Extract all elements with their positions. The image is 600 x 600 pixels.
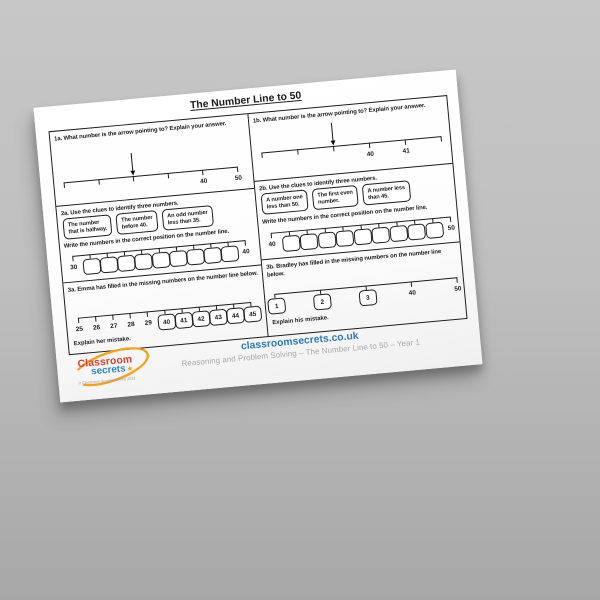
arrow-down-icon	[128, 152, 137, 177]
worksheet-left-column: 1a. What number is the arrow pointing to…	[49, 114, 269, 355]
numberline-tick	[456, 277, 458, 283]
numberline-empty-box	[353, 228, 373, 246]
clue-box: The number before 40.	[115, 210, 159, 235]
worksheet-page: The Number Line to 50 1a. What number is…	[33, 69, 483, 403]
numberline-filled-box: 43	[208, 308, 228, 326]
numberline-filled-box: 41	[174, 311, 194, 330]
numberline-label: 40	[408, 288, 417, 297]
numberline-empty-box	[389, 224, 409, 243]
numberline-empty-box	[406, 223, 427, 241]
numberline-label: 50	[234, 173, 243, 182]
numberline-empty-box	[203, 246, 223, 265]
numberline-label: 30	[69, 262, 78, 271]
numberline-3a: 25 26 27 28 29 40 41 42 43 44 45	[75, 301, 263, 333]
numberline-filled-box: 1	[267, 297, 287, 315]
clue-box: A number one less than 50.	[260, 189, 309, 215]
numberline-label: 40	[366, 149, 375, 158]
clue-box: A number less than 45.	[361, 180, 412, 206]
numberline-empty-box	[185, 248, 205, 266]
numberline-tick	[236, 166, 239, 173]
numberline-label: 50	[453, 284, 462, 293]
arrow-down-icon	[328, 122, 337, 147]
numberline-filled-box: 2	[312, 293, 332, 311]
numberline-label: 41	[402, 146, 411, 155]
numberline-tick	[449, 216, 452, 222]
numberline-empty-box	[116, 254, 137, 272]
clue-box: An odd number less than 35.	[161, 205, 214, 231]
numberline-filled-box: 40	[157, 313, 177, 331]
numberline-empty-box	[371, 226, 391, 244]
numberline-filled-box: 3	[358, 289, 378, 307]
numberline-tick	[440, 136, 442, 142]
numberline-empty-box	[299, 233, 319, 251]
numberline-label: 40	[242, 247, 250, 256]
numberline-empty-box	[151, 251, 171, 269]
numberline-filled-box: 44	[225, 307, 246, 325]
numberline-empty-box	[317, 231, 337, 249]
numberline-1a: 40 50	[63, 152, 242, 188]
star-icon: ★	[126, 364, 134, 374]
numberline-3b: 1 2 3 40 50	[267, 277, 462, 315]
numberline-empty-box	[134, 253, 154, 271]
numberline-empty-box	[281, 234, 301, 253]
explain-prompt-3a: Explain her mistake.	[73, 334, 132, 347]
numberline-tick	[244, 240, 246, 246]
numberline-empty-box	[82, 257, 102, 276]
worksheet-right-column: 1b. What number is the arrow pointing to…	[248, 96, 466, 336]
numberline-label: 40	[199, 176, 208, 185]
numberline-filled-box: 45	[243, 305, 263, 323]
clue-box: The number that is halfway.	[62, 214, 113, 240]
numberline-label: 50	[447, 223, 456, 232]
numberline-label: 29	[144, 318, 153, 327]
numberline-empty-box	[168, 249, 188, 268]
explain-prompt-3b: Explain his mistake.	[271, 313, 329, 326]
numberline-1b: 40 41	[261, 122, 442, 158]
numberline-filled-box: 42	[191, 310, 211, 328]
worksheet-grid: 1a. What number is the arrow pointing to…	[48, 95, 468, 356]
classroom-secrets-logo: Classroom secrets★ © Classroom Secrets L…	[68, 339, 176, 397]
numberline-label: 40	[268, 239, 276, 248]
numberline-empty-box	[99, 256, 119, 274]
clue-box: The first even number.	[311, 184, 359, 211]
numberline-empty-box	[335, 229, 355, 248]
